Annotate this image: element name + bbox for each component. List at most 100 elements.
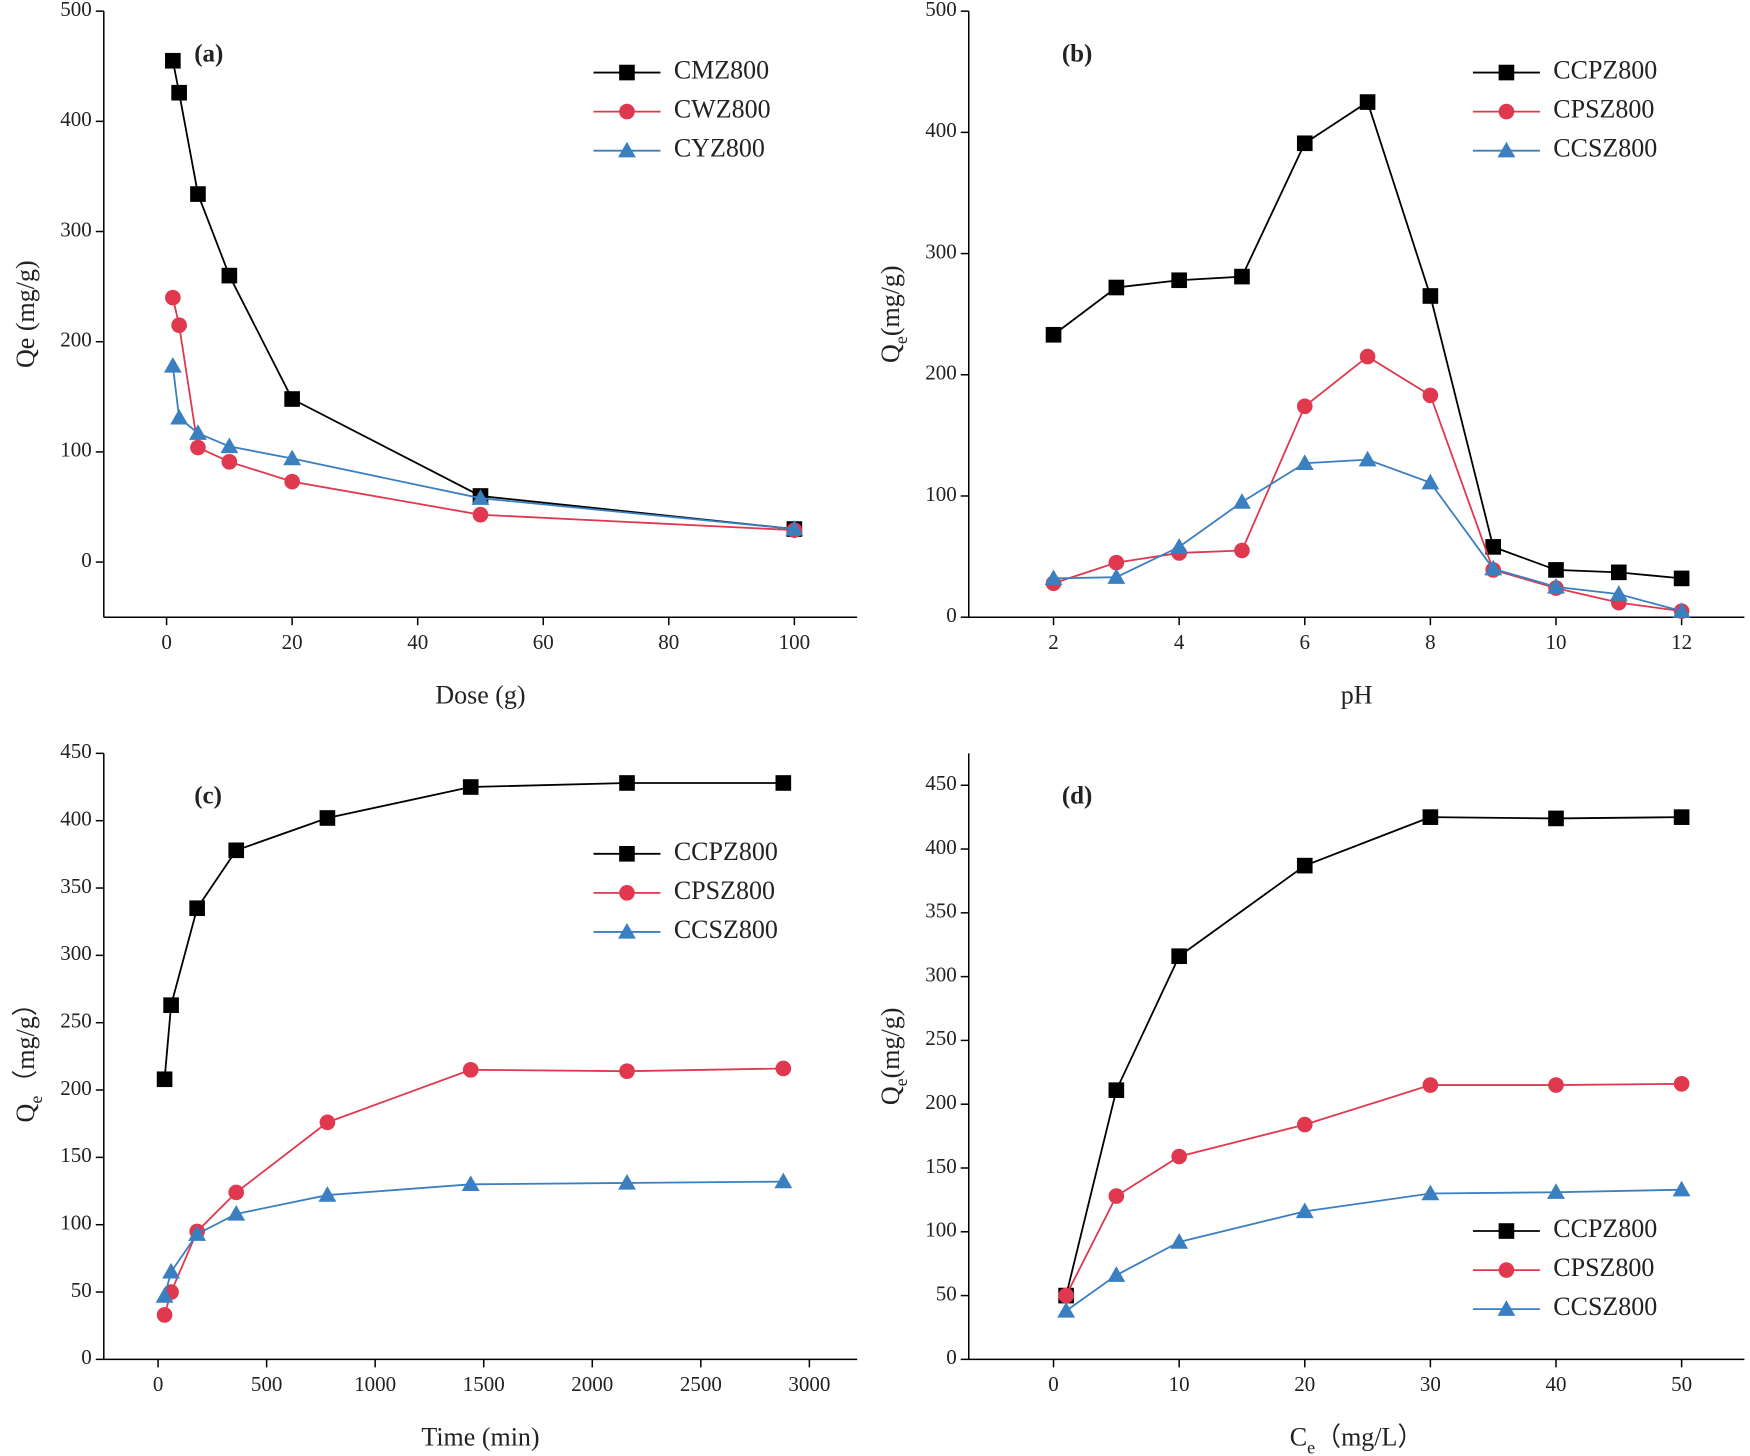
data-point xyxy=(774,1172,793,1189)
y-tick-label: 0 xyxy=(81,1345,92,1369)
y-tick-label: 400 xyxy=(925,835,957,859)
data-point xyxy=(165,289,181,306)
x-tick-label: 6 xyxy=(1300,630,1311,654)
x-tick-label: 8 xyxy=(1425,630,1436,654)
data-point xyxy=(228,1184,245,1201)
x-axis-label: Ce（mg/L） xyxy=(1290,1423,1424,1456)
data-point xyxy=(156,1071,173,1088)
x-axis-label-part: e xyxy=(1307,1438,1315,1456)
data-point xyxy=(462,779,479,795)
x-axis-label-part: pH xyxy=(1341,681,1373,710)
y-tick-label: 400 xyxy=(60,806,92,830)
data-point xyxy=(1058,1287,1074,1304)
data-point xyxy=(1296,135,1313,152)
legend-label: CCSZ800 xyxy=(1553,1292,1657,1321)
data-point xyxy=(1548,562,1564,578)
data-point xyxy=(1610,564,1627,581)
legend-marker xyxy=(619,845,635,862)
data-point xyxy=(188,1225,207,1241)
legend-marker xyxy=(1497,141,1516,158)
data-point xyxy=(1108,279,1125,296)
data-point xyxy=(162,1262,181,1279)
data-point xyxy=(221,267,238,284)
x-tick-label: 30 xyxy=(1420,1372,1441,1396)
y-tick-label: 150 xyxy=(60,1143,92,1167)
y-tick-label: 300 xyxy=(925,962,957,986)
data-point xyxy=(156,1307,173,1323)
data-point xyxy=(1358,450,1377,467)
legend-marker xyxy=(619,103,635,120)
data-point xyxy=(1296,1116,1313,1133)
data-point xyxy=(1057,1301,1076,1318)
data-point xyxy=(227,1205,246,1221)
y-tick-label: 300 xyxy=(925,239,957,263)
series-line xyxy=(163,1180,784,1297)
x-axis-label-part: Dose (g) xyxy=(435,681,525,710)
y-tick-label: 0 xyxy=(946,603,957,627)
data-point xyxy=(1359,348,1376,365)
x-tick-label: 4 xyxy=(1174,630,1185,654)
data-point xyxy=(1295,1202,1314,1219)
data-point xyxy=(1422,1077,1439,1093)
data-point xyxy=(171,317,187,334)
x-tick-label: 1000 xyxy=(354,1372,396,1396)
data-point xyxy=(1108,554,1125,571)
series-line xyxy=(1052,100,1682,580)
data-point xyxy=(1547,577,1565,594)
y-tick-label: 150 xyxy=(925,1154,957,1178)
y-axis-label-part: （mg/g） xyxy=(11,990,40,1095)
y-tick-label: 0 xyxy=(946,1345,957,1369)
data-point xyxy=(1171,948,1187,965)
data-point xyxy=(1422,809,1439,825)
data-point xyxy=(228,842,245,859)
data-point xyxy=(1672,1180,1691,1197)
y-tick-label: 400 xyxy=(925,118,957,142)
legend-marker xyxy=(619,64,635,81)
y-tick-label: 100 xyxy=(925,482,957,506)
data-point xyxy=(1673,1075,1690,1092)
panel-label: (a) xyxy=(194,41,223,68)
data-point xyxy=(1485,539,1502,555)
x-axis-label: Dose (g) xyxy=(435,681,525,710)
data-point xyxy=(163,997,179,1013)
y-axis-label-part: Q xyxy=(11,1103,40,1122)
data-point xyxy=(1234,268,1250,285)
legend-marker xyxy=(1498,103,1515,120)
x-axis-label: pH xyxy=(1341,681,1373,710)
data-point xyxy=(1422,387,1439,404)
y-tick-label: 200 xyxy=(925,1090,957,1114)
data-point xyxy=(190,186,206,202)
y-tick-label: 500 xyxy=(60,0,92,21)
y-axis-label: Qe (mg/g) xyxy=(11,260,40,368)
data-point xyxy=(1421,1184,1440,1201)
data-point xyxy=(618,1174,636,1190)
x-tick-label: 20 xyxy=(1294,1372,1315,1396)
y-tick-label: 450 xyxy=(925,771,957,795)
data-point xyxy=(163,357,182,373)
x-axis-label-part: （mg/L） xyxy=(1315,1423,1423,1452)
data-point xyxy=(1107,568,1126,584)
panel-label: (b) xyxy=(1062,41,1093,68)
panel-label: (c) xyxy=(194,783,222,810)
series-line xyxy=(163,782,784,1080)
y-axis-label-part: Qe (mg/g) xyxy=(11,260,40,368)
data-point xyxy=(190,439,206,456)
x-tick-label: 2 xyxy=(1048,630,1059,654)
data-point xyxy=(1233,493,1251,509)
panel-label: (d) xyxy=(1062,783,1093,810)
data-point xyxy=(1673,570,1690,587)
x-tick-label: 12 xyxy=(1671,630,1692,654)
x-tick-label: 40 xyxy=(407,630,428,654)
x-tick-label: 60 xyxy=(533,630,554,654)
x-tick-label: 20 xyxy=(282,630,303,654)
y-tick-label: 400 xyxy=(60,107,92,131)
y-axis-label-part: (mg/g) xyxy=(876,265,905,336)
x-tick-label: 0 xyxy=(153,1372,164,1396)
series-line xyxy=(1053,355,1682,613)
y-tick-label: 300 xyxy=(60,941,92,965)
x-tick-label: 2500 xyxy=(680,1372,722,1396)
x-tick-label: 40 xyxy=(1545,1372,1566,1396)
y-axis-label-part: e xyxy=(26,1096,46,1104)
data-point xyxy=(319,1114,336,1131)
data-point xyxy=(461,1175,480,1191)
